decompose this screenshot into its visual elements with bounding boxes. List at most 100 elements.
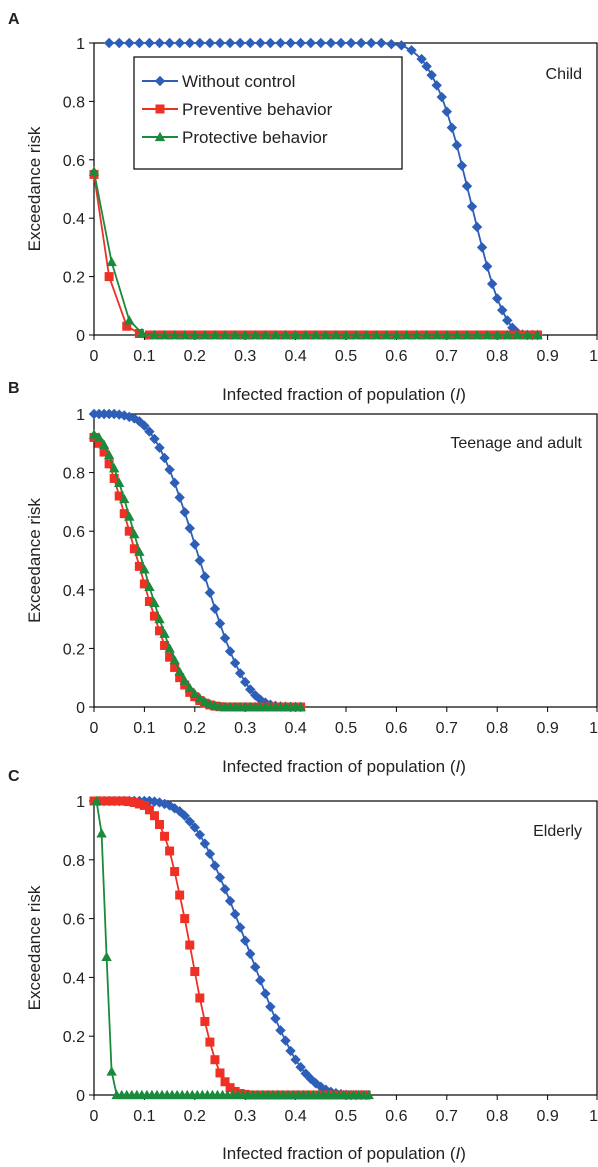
diamond-marker — [275, 37, 286, 49]
triangle-marker — [512, 329, 523, 340]
diamond-marker — [229, 908, 241, 920]
diamond-marker — [265, 1001, 276, 1012]
diamond-marker — [275, 1025, 286, 1036]
square-marker — [170, 867, 180, 877]
triangle-marker — [270, 329, 281, 340]
series-square — [89, 169, 543, 340]
panel-letter: C — [8, 768, 20, 785]
triangle-marker — [169, 654, 180, 665]
triangle-marker — [98, 439, 110, 449]
x-axis-label: Infected fraction of population (I) — [222, 385, 466, 404]
diamond-marker — [245, 684, 256, 695]
panel-title: Child — [546, 66, 582, 83]
series-square — [89, 796, 371, 1100]
square-marker — [230, 1086, 240, 1096]
triangle-marker — [144, 581, 155, 592]
x-tick-label: 0.2 — [184, 1108, 206, 1125]
triangle-marker — [103, 449, 115, 460]
diamond-marker — [285, 1045, 296, 1057]
triangle-marker — [320, 329, 332, 340]
diamond-marker — [204, 848, 216, 860]
diamond-marker — [280, 1035, 291, 1046]
triangle-marker — [199, 329, 211, 340]
square-marker — [129, 797, 139, 807]
square-marker — [170, 662, 180, 672]
triangle-marker — [108, 463, 120, 473]
triangle-marker — [179, 675, 190, 685]
x-tick-label: 0.9 — [536, 1108, 558, 1125]
diamond-marker — [355, 37, 367, 49]
triangle-marker — [330, 329, 342, 340]
x-axis-label-end: ) — [460, 757, 466, 776]
legend-entry: Protective behavior — [182, 128, 328, 147]
diamond-marker — [179, 810, 190, 821]
diamond-marker — [335, 37, 347, 49]
triangle-marker — [290, 329, 301, 340]
diamond-marker — [295, 1061, 306, 1073]
x-axis-label: Infected fraction of population (I) — [222, 757, 466, 776]
series-triangle — [91, 795, 374, 1100]
triangle-marker — [154, 613, 165, 624]
diamond-marker — [345, 37, 357, 49]
diamond-marker — [209, 860, 221, 871]
diamond-marker — [184, 37, 195, 49]
diamond-marker — [214, 618, 226, 629]
y-tick-label: 0.4 — [63, 583, 85, 600]
diamond-marker — [285, 37, 296, 49]
triangle-marker — [114, 477, 125, 488]
x-tick-label: 0.4 — [284, 1108, 306, 1125]
diamond-marker — [255, 694, 266, 705]
legend: Without control Preventive behavior Protec… — [133, 56, 403, 170]
diamond-marker — [305, 1073, 316, 1085]
x-axis-label-variable: I — [456, 385, 461, 404]
triangle-marker — [381, 329, 392, 340]
square-marker — [119, 509, 129, 519]
diamond-marker — [366, 37, 377, 49]
triangle-marker — [139, 564, 150, 574]
triangle-marker — [159, 329, 170, 340]
x-tick-label: 0.8 — [486, 1108, 508, 1125]
diamond-marker — [164, 37, 175, 49]
y-tick-label: 0.4 — [63, 211, 85, 228]
series-triangle — [88, 429, 306, 712]
diamond-marker — [406, 45, 417, 56]
diamond-marker — [245, 37, 256, 49]
triangle-marker — [124, 511, 135, 521]
square-marker — [155, 820, 165, 830]
diamond-marker — [199, 571, 211, 582]
diamond-marker — [199, 838, 211, 849]
y-tick-label: 0 — [76, 328, 85, 345]
x-tick-label: 0.5 — [335, 348, 357, 365]
diamond-marker — [209, 603, 221, 615]
triangle-marker — [310, 329, 321, 340]
triangle-marker — [461, 329, 473, 340]
x-axis-label-variable: I — [456, 1144, 461, 1163]
diamond-marker — [174, 37, 185, 49]
panel-title: Teenage and adult — [450, 435, 582, 452]
square-marker — [190, 967, 200, 977]
diamond-marker — [204, 587, 216, 598]
diamond-marker — [194, 37, 206, 49]
diamond-marker — [456, 160, 468, 171]
triangle-marker — [280, 329, 291, 340]
x-tick-label: 1 — [589, 1108, 598, 1125]
diamond-marker — [255, 975, 266, 986]
diamond-marker — [234, 668, 246, 679]
y-tick-label: 0.2 — [63, 641, 85, 658]
diamond-marker — [451, 140, 463, 151]
diamond-marker — [234, 922, 246, 933]
triangle-marker — [189, 329, 200, 340]
diamond-marker — [154, 797, 165, 808]
triangle-marker — [363, 1089, 374, 1100]
diamond-marker — [325, 37, 337, 49]
legend-box — [133, 56, 403, 170]
triangle-marker — [179, 329, 190, 340]
square-marker — [200, 1017, 210, 1026]
triangle-marker — [88, 429, 100, 439]
x-axis-label-end: ) — [460, 385, 466, 404]
series-line — [93, 436, 301, 708]
square-marker — [124, 526, 134, 536]
legend-entry: Preventive behavior — [182, 100, 333, 119]
triangle-marker — [522, 329, 533, 340]
